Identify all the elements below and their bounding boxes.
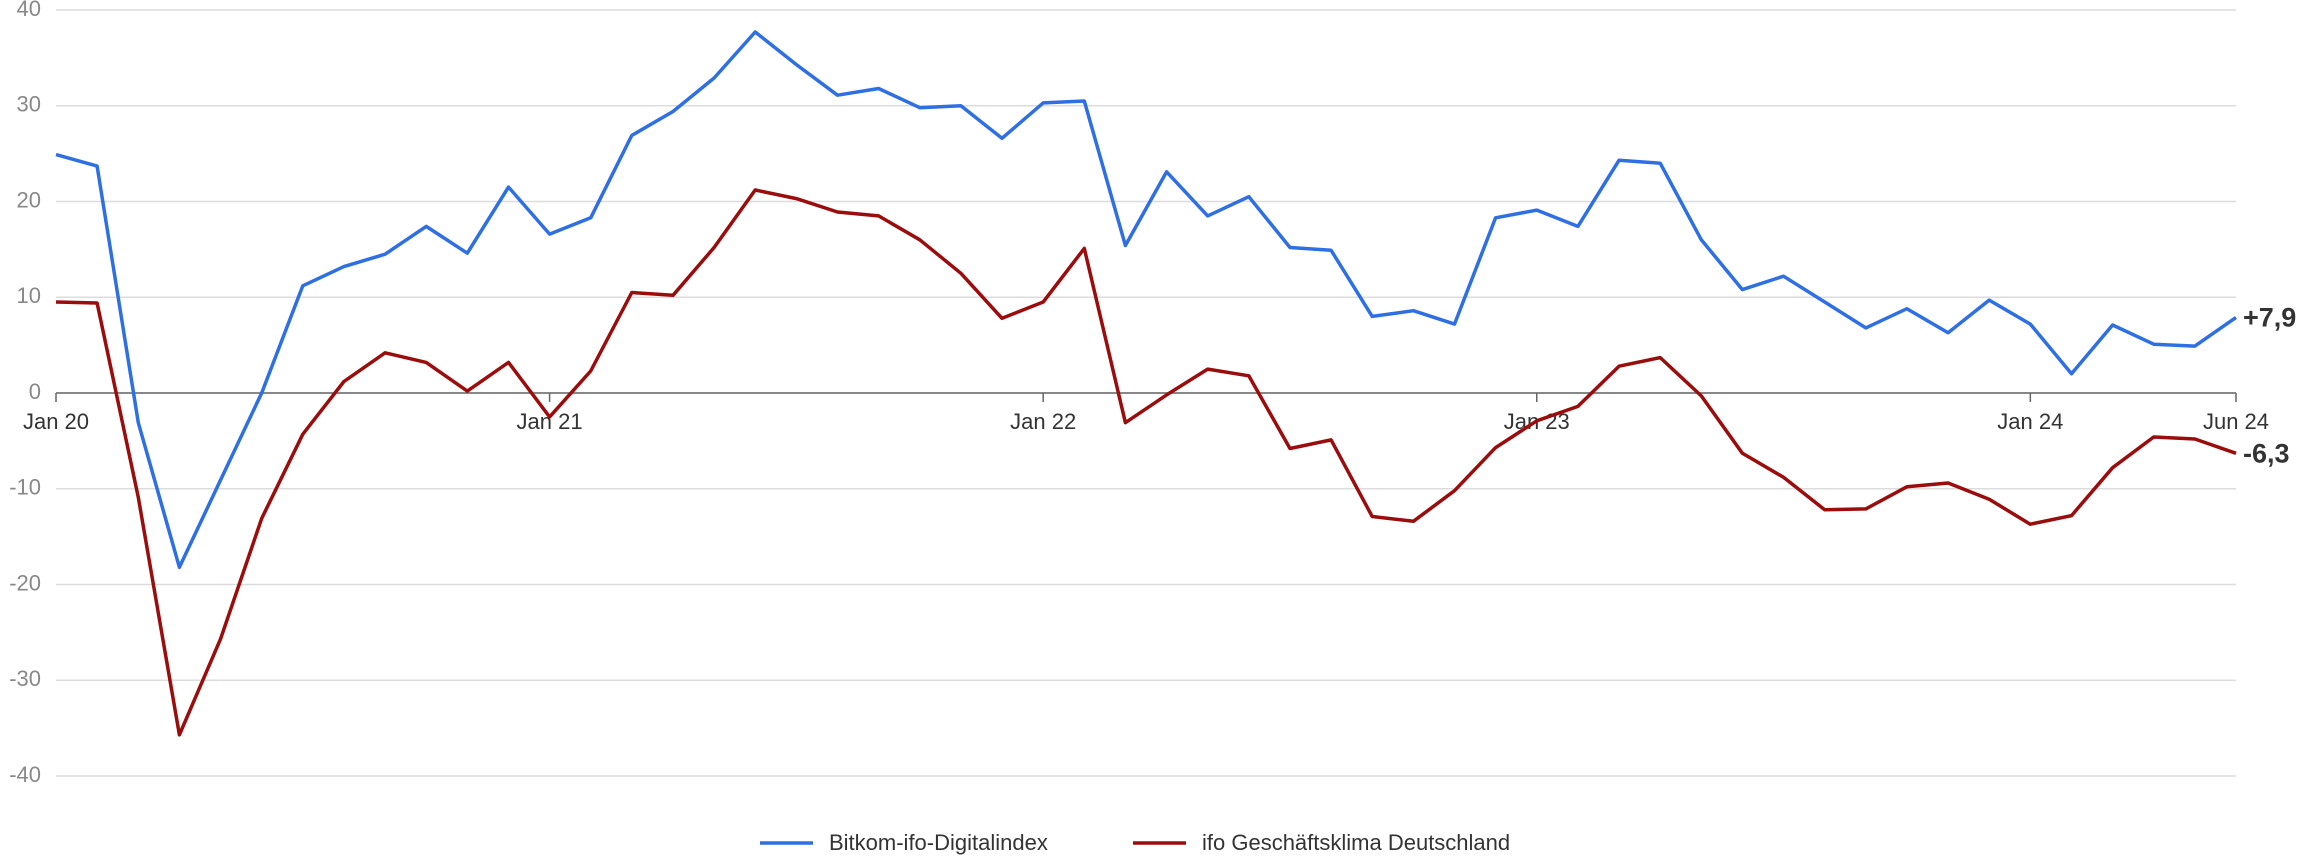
x-tick-label: Jan 21 <box>517 409 583 434</box>
legend-label: ifo Geschäftsklima Deutschland <box>1202 830 1510 855</box>
y-tick-label: -40 <box>9 762 41 787</box>
x-tick-label: Jun 24 <box>2203 409 2269 434</box>
x-tick-label: Jan 20 <box>23 409 89 434</box>
x-tick-label: Jan 22 <box>1010 409 1076 434</box>
y-tick-label: -10 <box>9 475 41 500</box>
legend-label: Bitkom-ifo-Digitalindex <box>829 830 1048 855</box>
y-tick-label: 20 <box>17 187 41 212</box>
y-tick-label: -20 <box>9 570 41 595</box>
y-tick-label: 0 <box>29 379 41 404</box>
series-line <box>55 30 2238 570</box>
y-tick-label: 30 <box>17 92 41 117</box>
y-tick-label: 10 <box>17 283 41 308</box>
y-tick-label: -30 <box>9 666 41 691</box>
series-line <box>55 188 2237 737</box>
end-label: -6,3 <box>2243 438 2290 468</box>
x-tick-label: Jan 24 <box>1997 409 2063 434</box>
end-label: +7,9 <box>2243 302 2296 332</box>
y-tick-label: 40 <box>17 0 41 21</box>
